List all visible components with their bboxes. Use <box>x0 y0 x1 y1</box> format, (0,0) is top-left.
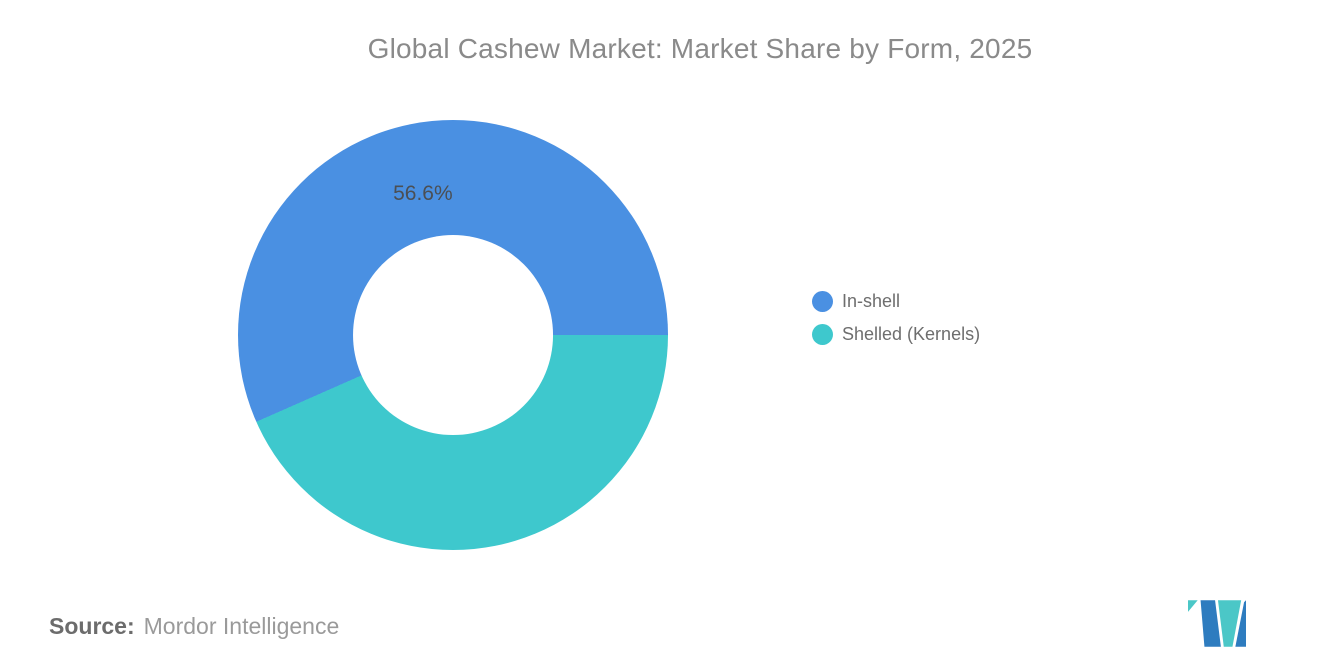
legend-marker-shelled-kernels-icon <box>812 324 833 345</box>
legend-marker-in-shell-icon <box>812 291 833 312</box>
legend-label-shelled-kernels: Shelled (Kernels) <box>842 324 981 344</box>
logo-blue-corner <box>1235 600 1246 647</box>
legend-item-shelled-kernels[interactable]: Shelled (Kernels) <box>812 318 980 351</box>
chart-title: Global Cashew Market: Market Share by Fo… <box>367 33 1033 64</box>
source-prefix: Source: <box>49 613 135 639</box>
slice-label-in-shell: 56.6% <box>393 181 453 205</box>
legend: In-shell Shelled (Kernels) <box>812 285 980 351</box>
donut-chart: 56.6% <box>238 120 668 550</box>
logo-blue-band <box>1200 600 1221 647</box>
source-name: Mordor Intelligence <box>143 613 340 639</box>
legend-label-in-shell: In-shell <box>842 291 901 311</box>
legend-item-in-shell[interactable]: In-shell <box>812 285 980 318</box>
mordor-intelligence-logo <box>1188 600 1246 647</box>
donut-hole <box>353 235 553 435</box>
logo-teal-band <box>1217 600 1242 647</box>
source-note: Source: Mordor Intelligence <box>49 613 339 640</box>
logo-teal-triangle <box>1188 600 1198 612</box>
